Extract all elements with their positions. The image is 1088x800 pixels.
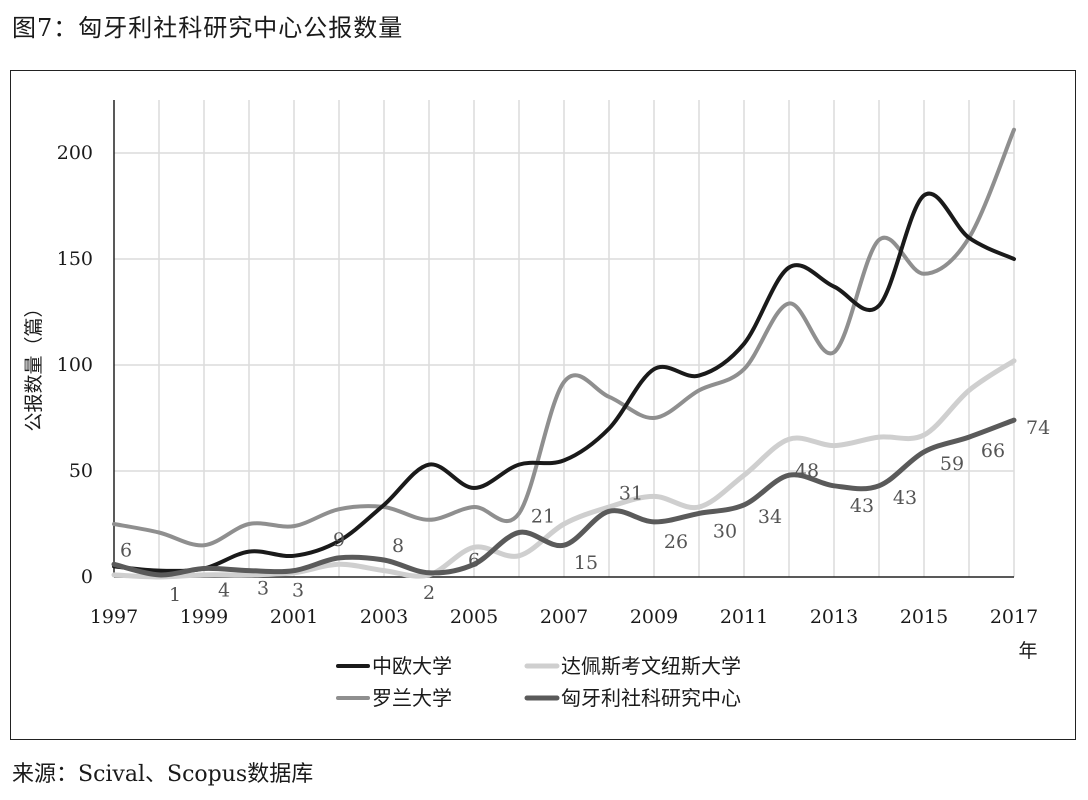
data-label: 34 bbox=[758, 506, 782, 528]
data-label: 31 bbox=[619, 482, 643, 504]
data-label: 43 bbox=[893, 487, 917, 509]
x-tick-label: 1997 bbox=[90, 606, 138, 628]
x-tick-label: 2017 bbox=[990, 606, 1038, 628]
figure-title: 图7：匈牙利社科研究中心公报数量 bbox=[12, 14, 404, 42]
legend-label: 匈牙利社科研究中心 bbox=[561, 686, 741, 710]
data-label: 48 bbox=[795, 460, 819, 482]
data-label: 15 bbox=[574, 552, 598, 574]
legend-label: 中欧大学 bbox=[372, 654, 452, 678]
legend-label: 罗兰大学 bbox=[372, 686, 452, 710]
y-tick-label: 200 bbox=[57, 142, 93, 164]
data-label: 1 bbox=[169, 584, 181, 606]
series-line-4 bbox=[111, 417, 1017, 578]
source-note: 来源：Scival、Scopus数据库 bbox=[12, 762, 314, 787]
x-tick-label: 2009 bbox=[630, 606, 678, 628]
data-label: 43 bbox=[850, 495, 874, 517]
data-label: 30 bbox=[713, 520, 737, 542]
y-tick-label: 100 bbox=[57, 354, 93, 376]
x-tick-label: 2005 bbox=[450, 606, 498, 628]
x-tick-label: 2015 bbox=[900, 606, 948, 628]
y-tick-label: 150 bbox=[57, 248, 93, 270]
data-label: 3 bbox=[257, 578, 269, 600]
data-label: 2 bbox=[423, 582, 435, 604]
y-axis-title: 公报数量（篇） bbox=[23, 298, 45, 431]
data-label: 6 bbox=[120, 539, 132, 561]
y-tick-label: 50 bbox=[69, 460, 93, 482]
x-tick-label: 2011 bbox=[720, 606, 768, 628]
data-label: 8 bbox=[392, 535, 404, 557]
x-tick-label: 2001 bbox=[270, 606, 318, 628]
series-line-1 bbox=[112, 191, 1016, 573]
y-tick-label: 0 bbox=[81, 566, 93, 588]
data-label: 21 bbox=[531, 505, 555, 527]
x-tick-label: 2013 bbox=[810, 606, 858, 628]
data-label: 4 bbox=[218, 580, 230, 602]
data-label: 6 bbox=[468, 549, 480, 571]
series-line-3 bbox=[112, 127, 1016, 548]
x-tick-label: 2003 bbox=[360, 606, 408, 628]
series-line-2 bbox=[111, 358, 1017, 580]
data-label: 74 bbox=[1026, 417, 1050, 439]
x-axis-title: 年 bbox=[1018, 640, 1037, 662]
data-label: 9 bbox=[333, 529, 345, 551]
x-tick-label: 2007 bbox=[540, 606, 588, 628]
data-label: 26 bbox=[664, 531, 688, 553]
x-tick-label: 1999 bbox=[180, 606, 228, 628]
chart-frame bbox=[10, 70, 1076, 740]
legend-label: 达佩斯考文纽斯大学 bbox=[561, 654, 741, 678]
data-label: 3 bbox=[292, 580, 304, 602]
data-label: 66 bbox=[981, 440, 1005, 462]
data-label: 59 bbox=[940, 453, 964, 475]
